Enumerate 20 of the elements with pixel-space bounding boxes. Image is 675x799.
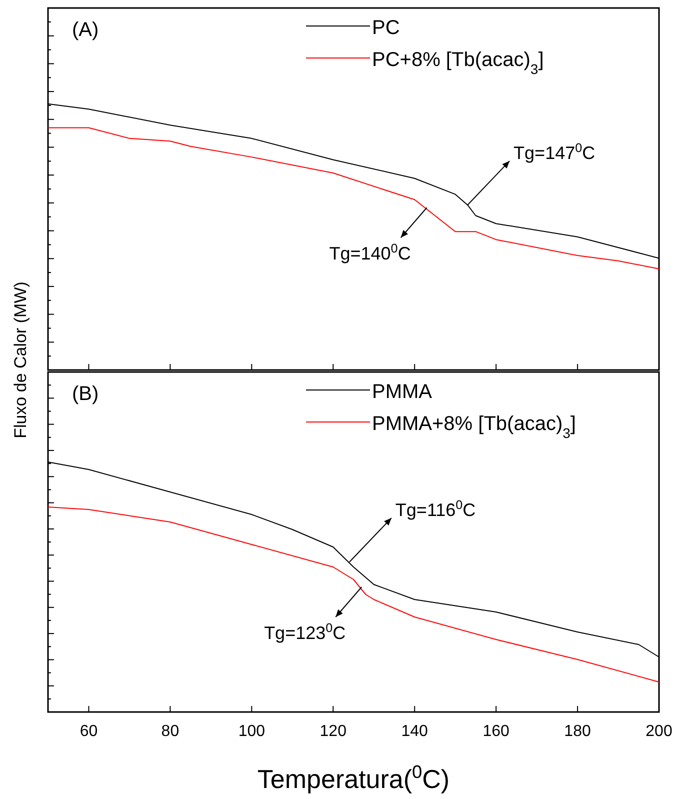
x-tick-label: 120 xyxy=(320,723,347,740)
x-tick-label: 200 xyxy=(646,723,672,740)
legend-label: PMMA xyxy=(372,381,433,403)
legend-label: PC+8% [Tb(acac)$_{3}$] xyxy=(372,49,544,77)
chart-title: (A) xyxy=(72,19,99,41)
y-axis-title: Fluxo de Calor (MW) xyxy=(11,282,30,438)
x-tick-label: 100 xyxy=(238,723,266,740)
chart-title: (B) xyxy=(72,383,99,405)
annotation: Tg=140$^{0}$C xyxy=(329,242,411,264)
annotation: Tg=147$^{0}$C xyxy=(514,140,596,163)
legend-label: PMMA+8% [Tb(acac)$_{3}$] xyxy=(372,413,576,441)
x-tick-label: 80 xyxy=(161,723,180,740)
x-tick-label: 160 xyxy=(482,723,510,740)
annotation: Tg=116$^{0}$C xyxy=(395,498,476,520)
x-axis-title: Temperatura($^{0}$C) xyxy=(257,762,450,794)
x-tick-label: 140 xyxy=(401,723,428,740)
x-tick-label: 180 xyxy=(564,723,591,740)
x-tick-label: 60 xyxy=(80,723,98,740)
legend-label: PC xyxy=(372,17,400,39)
annotation: Tg=123$^{0}$C xyxy=(264,621,346,643)
